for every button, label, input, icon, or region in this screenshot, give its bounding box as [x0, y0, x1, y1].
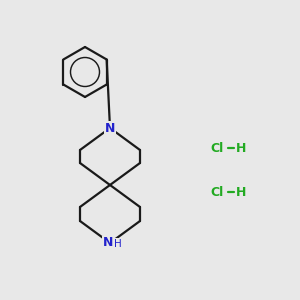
- Text: Cl: Cl: [210, 142, 223, 154]
- Text: H: H: [236, 142, 246, 154]
- Text: N: N: [105, 122, 115, 134]
- Text: H: H: [236, 185, 246, 199]
- Text: H: H: [114, 239, 122, 249]
- Text: N: N: [103, 236, 113, 250]
- Text: Cl: Cl: [210, 185, 223, 199]
